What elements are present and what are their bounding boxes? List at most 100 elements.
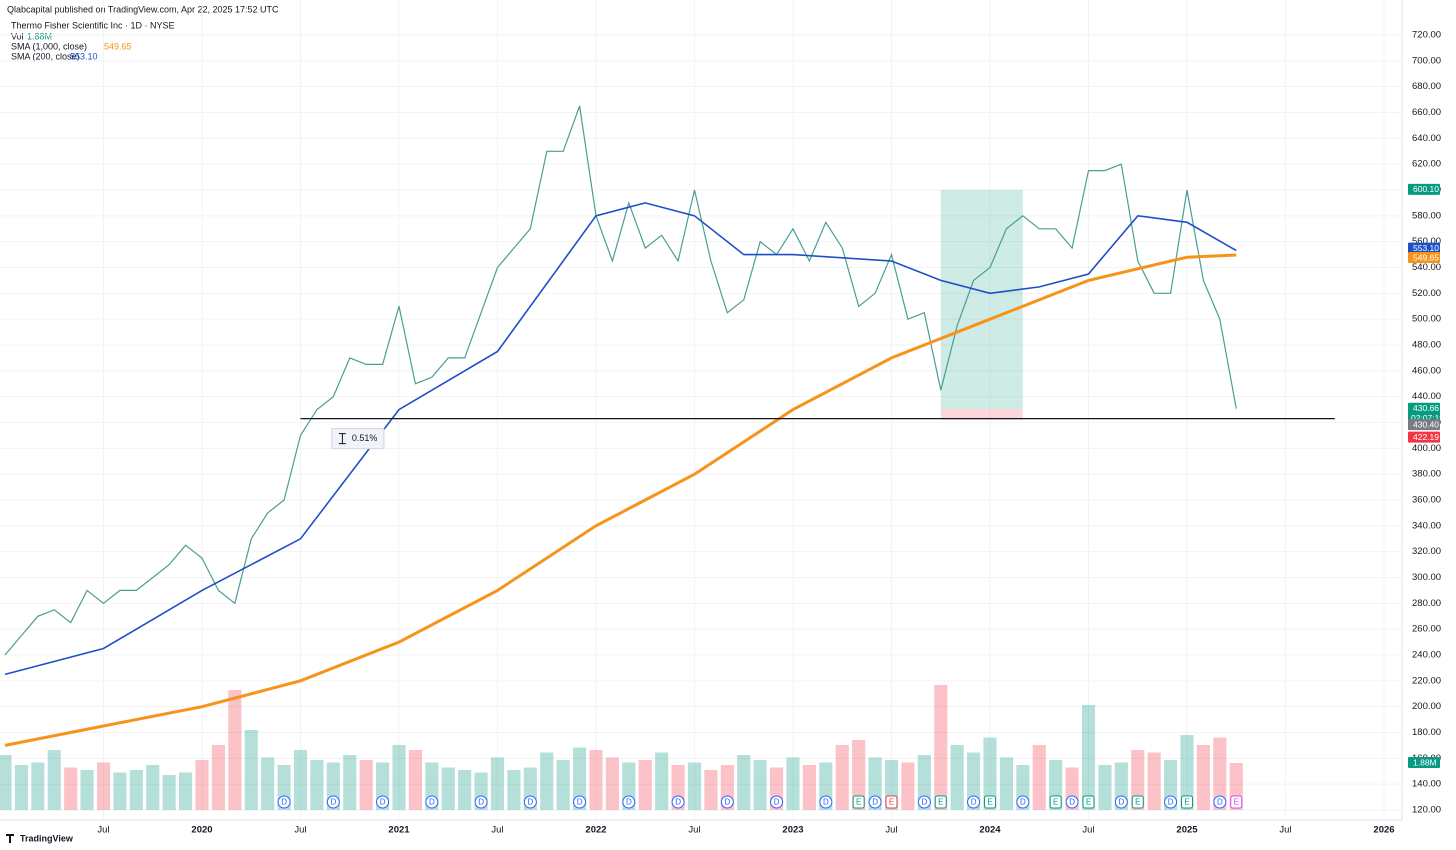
volume-bar <box>490 757 505 810</box>
x-tick-label: Jul <box>97 825 109 836</box>
event-earnings <box>1082 795 1095 809</box>
event-label: E <box>1135 798 1140 807</box>
measure-icon <box>338 433 346 445</box>
volume-bar <box>638 760 652 810</box>
y-tick-label: 400.00 <box>1412 443 1441 454</box>
volume-bar <box>967 752 981 810</box>
volume-tag <box>1408 757 1440 768</box>
event-earnings <box>885 795 898 809</box>
event-label: D <box>478 798 484 807</box>
volume-tag-label: 1.88M <box>1413 757 1437 767</box>
volume-bar <box>687 762 702 810</box>
legend-sma1000-value: 549.65 <box>104 41 132 51</box>
y-tick-label: 560.00 <box>1412 236 1441 247</box>
legend-vol: Vol <box>11 31 24 41</box>
volume-bar <box>1131 750 1145 810</box>
event-label: D <box>675 798 681 807</box>
event-dividend <box>868 795 882 809</box>
volume-bar <box>1196 745 1210 810</box>
volume-bar <box>1032 745 1046 810</box>
event-earnings <box>1049 795 1062 809</box>
stop-tag-label: 422.19 <box>1413 432 1439 442</box>
volume-bar <box>540 752 554 810</box>
event-label: D <box>724 798 730 807</box>
target-tag <box>1408 183 1440 195</box>
last-price-tag-countdown: 02:07:19 <box>1411 413 1444 423</box>
x-tick-label: Jul <box>1082 825 1094 836</box>
position-stop-zone <box>940 409 1023 420</box>
sma1000-tag-label: 549.65 <box>1413 252 1439 262</box>
measure-label: 0.51% <box>352 433 378 443</box>
event-dividend <box>819 795 833 809</box>
volume-bar <box>80 770 94 810</box>
event-label: D <box>774 798 780 807</box>
series-line <box>4 105 1237 656</box>
volume-bar <box>113 772 127 810</box>
volume-bar <box>605 757 619 810</box>
last-price-tag-label: 430.66 <box>1413 403 1439 413</box>
event-label: D <box>1069 798 1075 807</box>
volume-bar <box>244 730 258 810</box>
x-tick-label: Jul <box>688 825 700 836</box>
event-label: D <box>380 798 386 807</box>
volume-bar <box>195 760 209 810</box>
grid-layer <box>0 0 1402 820</box>
event-label: D <box>872 798 878 807</box>
y-tick-label: 460.00 <box>1412 365 1441 376</box>
volume-bar <box>655 752 669 810</box>
y-tick-label: 580.00 <box>1412 210 1441 221</box>
y-tick-label: 620.00 <box>1412 159 1441 170</box>
event-label: E <box>1184 798 1189 807</box>
published-note: Qlabcapital published on TradingView.com… <box>7 4 279 14</box>
volume-bar <box>64 767 78 810</box>
stop-tag <box>1408 431 1440 443</box>
event-dividend <box>376 795 390 809</box>
series-line <box>4 253 1237 747</box>
chart-title: Thermo Fisher Scientific Inc · 1D · NYSE <box>11 20 175 30</box>
y-tick-label: 240.00 <box>1412 650 1441 661</box>
y-tick-label: 380.00 <box>1412 469 1441 480</box>
volume-bar <box>359 760 373 810</box>
event-label: D <box>823 798 829 807</box>
entry-tag <box>1408 419 1440 431</box>
volume-bar <box>129 770 143 810</box>
event-dividend <box>326 795 340 809</box>
y-tick-label: 220.00 <box>1412 675 1441 686</box>
legend-sma200-value: 553.10 <box>70 51 98 61</box>
event-dividend <box>1114 795 1128 809</box>
x-tick-label: Jul <box>294 825 306 836</box>
volume-bar <box>917 755 931 810</box>
event-label: D <box>527 798 533 807</box>
volume-bar <box>392 745 406 810</box>
y-tick-label: 320.00 <box>1412 546 1441 557</box>
y-tick-label: 300.00 <box>1412 572 1441 583</box>
event-dividend <box>425 795 439 809</box>
volume-bar <box>507 770 521 810</box>
x-tick-label: Jul <box>491 825 503 836</box>
volume-bar <box>0 755 12 810</box>
event-dividend <box>622 795 636 809</box>
x-tick-label: 2023 <box>782 825 803 836</box>
event-earnings <box>1181 795 1193 809</box>
volume-bar <box>999 757 1013 810</box>
y-tick-label: 720.00 <box>1412 30 1441 41</box>
event-dividend <box>573 795 587 809</box>
y-tick-label: 640.00 <box>1412 133 1441 144</box>
event-label: E <box>1053 798 1058 807</box>
event-dividend <box>1065 795 1079 809</box>
volume-bar <box>835 745 849 810</box>
event-dividend <box>671 795 685 809</box>
y-tick-label: 200.00 <box>1412 701 1441 712</box>
event-earnings <box>984 795 996 809</box>
volume-bar <box>556 760 570 810</box>
volume-bar <box>1147 752 1161 810</box>
event-label: D <box>971 798 977 807</box>
footer-brand: TradingView <box>20 833 74 843</box>
y-tick-label: 520.00 <box>1412 288 1441 299</box>
event-label: D <box>577 798 583 807</box>
y-tick-label: 120.00 <box>1412 805 1441 816</box>
event-dividend <box>720 795 734 809</box>
volume-bar <box>589 750 603 810</box>
y-tick-label: 360.00 <box>1412 495 1441 506</box>
volume-bar <box>228 690 242 810</box>
